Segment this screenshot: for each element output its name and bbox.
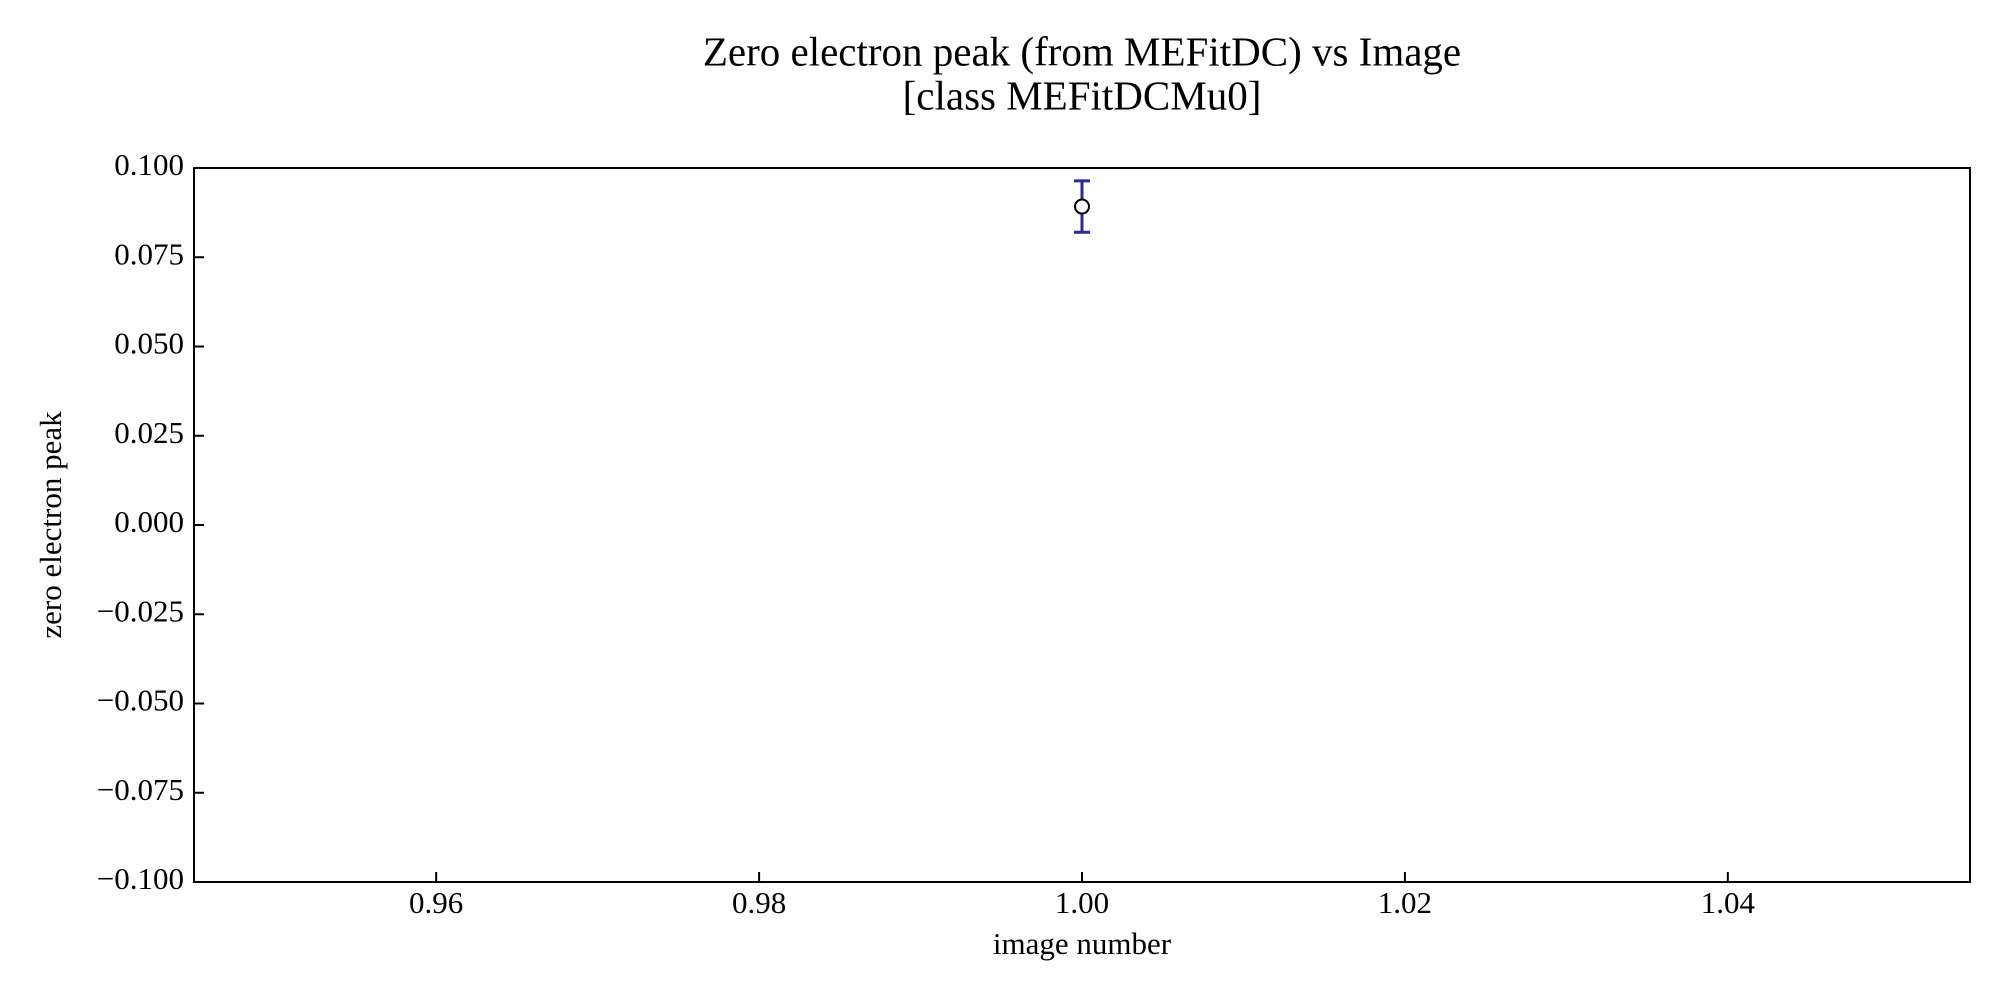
x-axis-label: image number xyxy=(993,926,1172,961)
x-tick-label: 0.98 xyxy=(732,885,786,920)
x-tick-label: 1.02 xyxy=(1378,885,1432,920)
y-tick-label: −0.025 xyxy=(97,593,184,628)
y-tick-label: 0.075 xyxy=(114,236,184,271)
y-axis-label: zero electron peak xyxy=(33,411,68,639)
x-tick-label: 0.96 xyxy=(409,885,463,920)
chart-subtitle: [class MEFitDCMu0] xyxy=(903,72,1262,118)
y-tick-label: 0.050 xyxy=(114,326,184,361)
x-tick-label: 1.00 xyxy=(1055,885,1109,920)
y-tick-label: 0.025 xyxy=(114,415,184,450)
y-tick-label: 0.100 xyxy=(114,147,184,182)
data-point xyxy=(1074,198,1090,215)
y-tick-label: −0.050 xyxy=(97,683,184,718)
chart-title: Zero electron peak (from MEFitDC) vs Ima… xyxy=(703,28,1461,74)
y-tick-label: 0.000 xyxy=(114,504,184,539)
y-tick-label: −0.100 xyxy=(97,861,184,896)
y-tick-label: −0.075 xyxy=(97,772,184,807)
x-tick-label: 1.04 xyxy=(1701,885,1756,920)
